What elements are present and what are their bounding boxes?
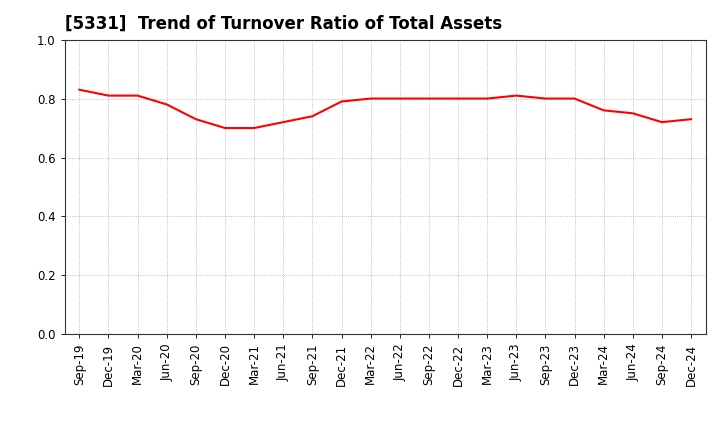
Text: [5331]  Trend of Turnover Ratio of Total Assets: [5331] Trend of Turnover Ratio of Total … [65,15,502,33]
